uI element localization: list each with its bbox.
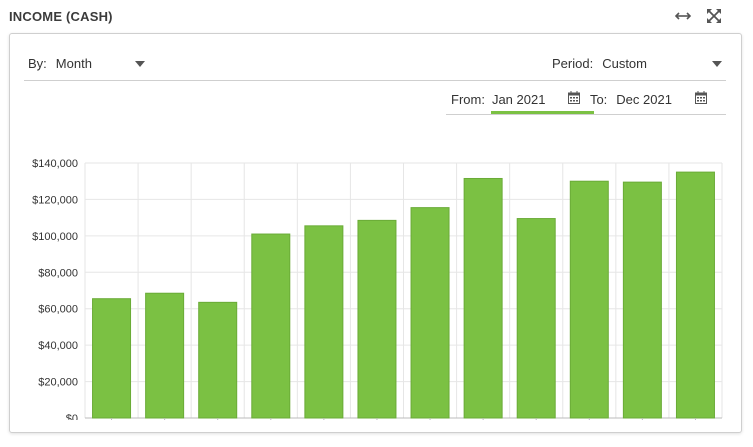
calendar-icon[interactable] [695, 91, 708, 107]
bar-jan [92, 298, 132, 419]
from-date-input[interactable]: Jan 2021 [491, 91, 546, 107]
bar-dec [675, 171, 715, 419]
bar-nov [622, 181, 662, 419]
y-tick-label: $120,000 [32, 194, 78, 206]
y-tick-label: $40,000 [38, 340, 78, 352]
chevron-down-icon [712, 60, 722, 67]
from-date-focus-underline [491, 111, 594, 114]
chevron-down-icon [135, 60, 145, 67]
from-label: From: [451, 91, 485, 107]
y-tick-label: $0 [66, 413, 78, 420]
bar-apr [251, 233, 291, 419]
by-label: By: [28, 56, 47, 71]
period-label: Period: [552, 56, 594, 71]
y-tick-label: $80,000 [38, 267, 78, 279]
bar-jun [357, 219, 397, 419]
period-value: Custom [602, 56, 647, 71]
expand-icon[interactable] [704, 6, 724, 26]
bar-aug [463, 177, 503, 419]
income-chart-card: By: Month Period: Custom From: Jan 2021 … [9, 33, 742, 433]
by-value: Month [55, 56, 92, 71]
to-date-input[interactable]: Dec 2021 [616, 91, 672, 107]
date-divider [446, 114, 726, 115]
y-tick-label: $100,000 [32, 231, 78, 243]
bar-may [304, 225, 344, 419]
bar-oct [569, 180, 609, 419]
y-tick-label: $140,000 [32, 158, 78, 170]
widget-title: INCOME (CASH) [9, 9, 113, 24]
by-select[interactable]: By: Month [28, 56, 145, 71]
calendar-icon[interactable] [567, 91, 580, 107]
period-select[interactable]: Period: Custom [552, 56, 722, 71]
bar-jul [410, 207, 450, 419]
bar-sep [516, 218, 556, 419]
date-range: From: Jan 2021 To: Dec 2021 [451, 91, 708, 107]
bar-feb [145, 292, 185, 419]
y-tick-label: $60,000 [38, 304, 78, 316]
horizontal-resize-icon[interactable] [673, 6, 693, 26]
income-bar-chart: $0 $20,000 $40,000 $60,000 $80,000 $100,000 $1… [32, 158, 723, 420]
to-label: To: [589, 91, 608, 107]
filter-divider [24, 80, 726, 81]
y-tick-label: $20,000 [38, 377, 78, 389]
bar-mar [198, 301, 238, 419]
